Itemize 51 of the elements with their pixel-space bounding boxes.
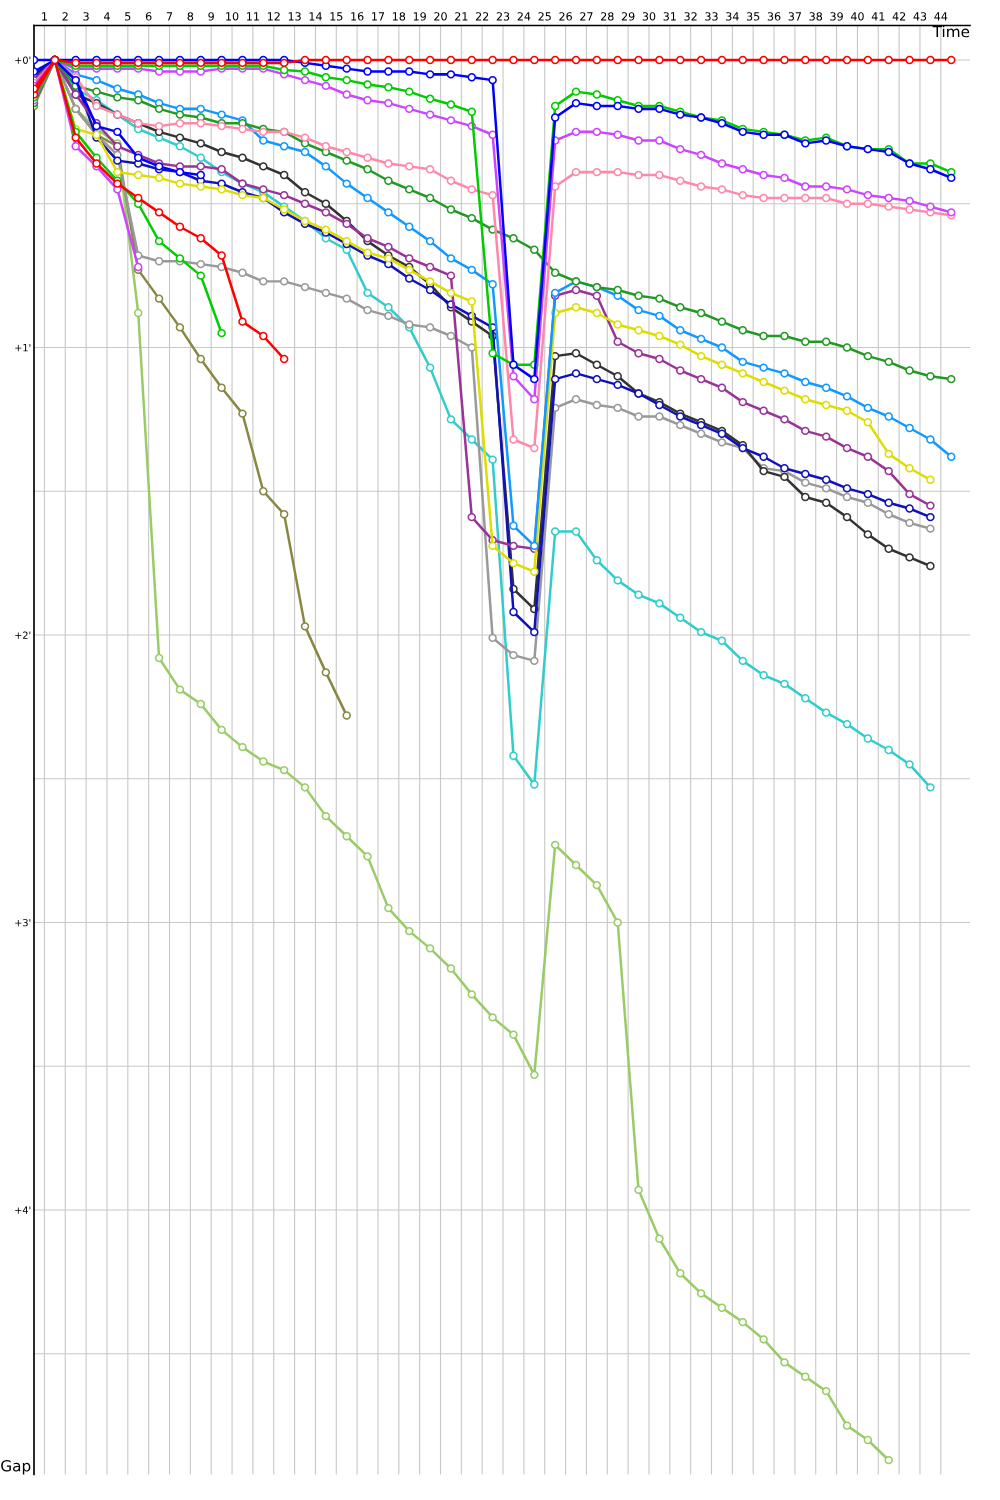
x-tick-label: 1 xyxy=(42,12,47,21)
x-tick-label: 38 xyxy=(809,12,823,21)
x-tick-label: 15 xyxy=(330,12,343,21)
x-tick-label: 3 xyxy=(83,12,89,21)
x-tick-label: 19 xyxy=(413,12,426,21)
x-tick-label: 4 xyxy=(103,12,110,21)
x-tick-label: 44 xyxy=(934,12,948,21)
x-tick-label: 40 xyxy=(850,12,864,21)
y-tick-label: +1' xyxy=(15,344,31,352)
x-tick-label: 33 xyxy=(705,12,718,21)
x-tick-label: 9 xyxy=(208,12,214,21)
x-tick-label: 27 xyxy=(580,12,593,21)
x-tick-label: 26 xyxy=(559,12,572,21)
x-tick-label: 29 xyxy=(621,12,635,21)
x-tick-label: 18 xyxy=(392,12,406,21)
x-tick-label: 17 xyxy=(372,12,385,21)
x-tick-label: 14 xyxy=(309,12,322,21)
y-tick-label: +3' xyxy=(15,918,31,927)
y-tick-label: +2' xyxy=(15,631,31,639)
x-tick-label: 11 xyxy=(247,12,259,21)
x-tick-label: 43 xyxy=(913,12,927,21)
x-tick-label: 12 xyxy=(267,12,280,21)
x-tick-label: 42 xyxy=(892,12,906,21)
x-tick-label: 20 xyxy=(434,12,447,21)
y-tick-label: +4' xyxy=(15,1206,31,1214)
x-tick-label: 30 xyxy=(642,12,656,21)
x-tick-label: 31 xyxy=(663,12,676,21)
x-tick-label: 5 xyxy=(125,12,131,21)
x-tick-label: 25 xyxy=(538,12,551,21)
x-tick-label: 2 xyxy=(62,12,68,21)
x-tick-label: 36 xyxy=(767,12,781,21)
x-tick-label: 35 xyxy=(746,12,760,21)
x-tick-label: 6 xyxy=(145,12,152,21)
x-tick-label: 16 xyxy=(351,12,364,21)
x-tick-label: 10 xyxy=(226,12,239,21)
x-tick-label: 32 xyxy=(684,12,697,21)
y-tick-label: +0' xyxy=(15,56,31,64)
x-tick-label: 21 xyxy=(455,12,468,21)
x-tick-label: 23 xyxy=(496,12,510,21)
x-tick-label: 37 xyxy=(788,12,802,21)
x-tick-label: 8 xyxy=(187,12,194,21)
y-axis-title: Gap xyxy=(1,1459,31,1475)
x-tick-label: 41 xyxy=(871,12,885,21)
x-tick-label: 28 xyxy=(601,12,614,21)
x-axis-title: Time xyxy=(932,25,970,38)
x-tick-label: 13 xyxy=(288,12,301,21)
x-tick-label: 24 xyxy=(517,12,531,21)
x-tick-label: 34 xyxy=(726,12,739,21)
x-tick-label: 7 xyxy=(166,12,173,21)
x-tick-label: 22 xyxy=(475,12,489,21)
x-tick-label: 39 xyxy=(830,12,843,21)
